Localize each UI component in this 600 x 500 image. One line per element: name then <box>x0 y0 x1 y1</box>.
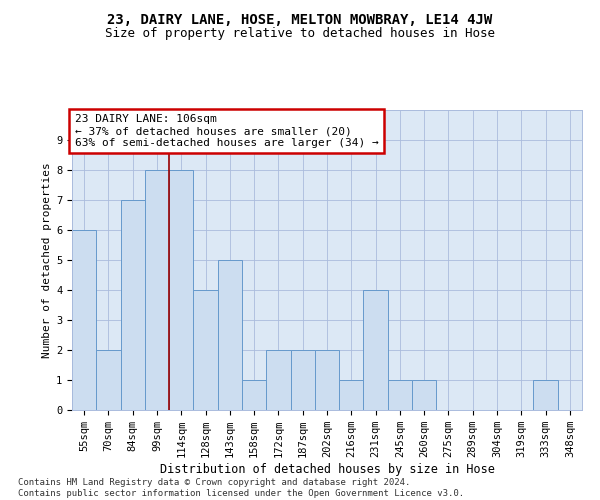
Bar <box>290 350 315 410</box>
Bar <box>315 350 339 410</box>
Bar <box>266 350 290 410</box>
Bar <box>412 380 436 410</box>
Bar <box>364 290 388 410</box>
Text: 23, DAIRY LANE, HOSE, MELTON MOWBRAY, LE14 4JW: 23, DAIRY LANE, HOSE, MELTON MOWBRAY, LE… <box>107 12 493 26</box>
Bar <box>193 290 218 410</box>
Bar <box>169 170 193 410</box>
Text: Size of property relative to detached houses in Hose: Size of property relative to detached ho… <box>105 28 495 40</box>
X-axis label: Distribution of detached houses by size in Hose: Distribution of detached houses by size … <box>160 463 494 476</box>
Bar <box>121 200 145 410</box>
Bar <box>388 380 412 410</box>
Text: Contains HM Land Registry data © Crown copyright and database right 2024.
Contai: Contains HM Land Registry data © Crown c… <box>18 478 464 498</box>
Bar <box>339 380 364 410</box>
Bar <box>242 380 266 410</box>
Bar <box>72 230 96 410</box>
Bar <box>145 170 169 410</box>
Bar <box>218 260 242 410</box>
Bar <box>533 380 558 410</box>
Bar <box>96 350 121 410</box>
Text: 23 DAIRY LANE: 106sqm
← 37% of detached houses are smaller (20)
63% of semi-deta: 23 DAIRY LANE: 106sqm ← 37% of detached … <box>74 114 379 148</box>
Y-axis label: Number of detached properties: Number of detached properties <box>42 162 52 358</box>
